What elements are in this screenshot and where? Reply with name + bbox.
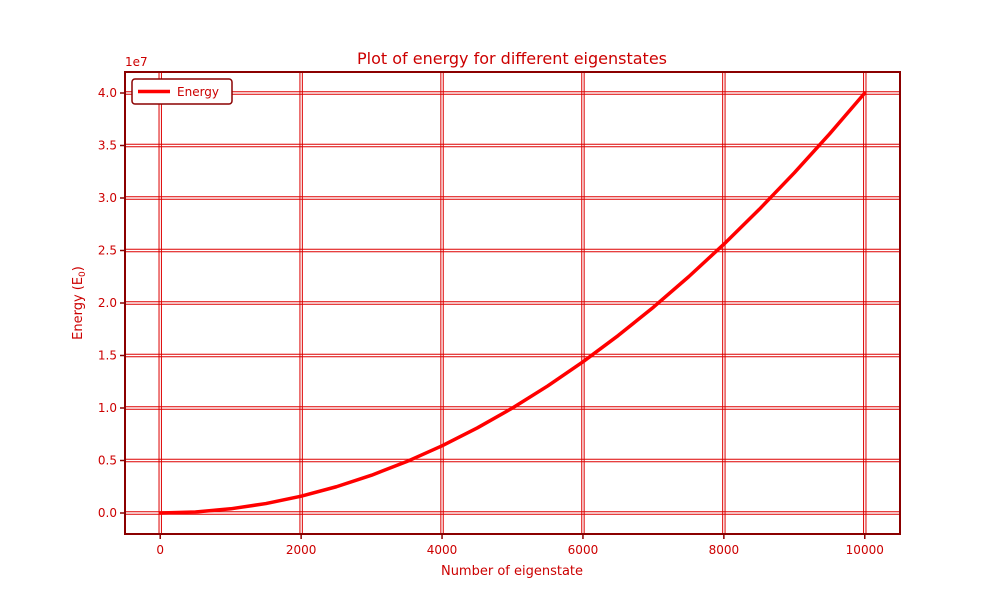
x-axis-ticks: 0 2000 4000 6000 8000 10000 xyxy=(156,534,884,557)
y-offset-label: 1e7 xyxy=(125,55,148,69)
y-tick-label: 1.5 xyxy=(98,349,117,363)
y-tick-label: 3.0 xyxy=(98,191,117,205)
y-tick-label: 3.5 xyxy=(98,139,117,153)
y-tick-label: 4.0 xyxy=(98,86,117,100)
x-axis-title: Number of eigenstate xyxy=(441,564,583,579)
legend-box xyxy=(131,78,233,105)
y-tick-label: 1.0 xyxy=(98,401,117,415)
y-tick-label: 0.0 xyxy=(98,506,117,520)
y-tick-label: 2.5 xyxy=(98,244,117,258)
y-tick-label: 0.5 xyxy=(98,454,117,468)
x-tick-label: 6000 xyxy=(568,543,599,557)
legend-label-energy: Energy xyxy=(177,85,219,99)
y-tick-label: 2.0 xyxy=(98,296,117,310)
y-axis-title-main: Energy (E xyxy=(71,277,86,340)
x-tick-label: 8000 xyxy=(709,543,740,557)
x-tick-label: 2000 xyxy=(286,543,317,557)
legend: Energy xyxy=(131,78,233,105)
series-layer xyxy=(158,91,867,515)
x-tick-label: 10000 xyxy=(846,543,884,557)
y-axis-title-subscript: 0 xyxy=(78,271,88,277)
series-line-energy xyxy=(158,91,867,515)
y-axis-title-close: ) xyxy=(71,266,86,271)
chart-title: Plot of energy for different eigenstates xyxy=(357,49,667,68)
y-axis-title: Energy (E0) xyxy=(71,266,88,340)
x-tick-label: 4000 xyxy=(427,543,458,557)
plot-frame xyxy=(124,71,901,535)
x-tick-label: 0 xyxy=(156,543,164,557)
grid xyxy=(125,72,900,534)
y-axis-ticks: 0.0 0.5 1.0 1.5 2.0 2.5 3.0 3.5 4.0 xyxy=(98,86,125,520)
